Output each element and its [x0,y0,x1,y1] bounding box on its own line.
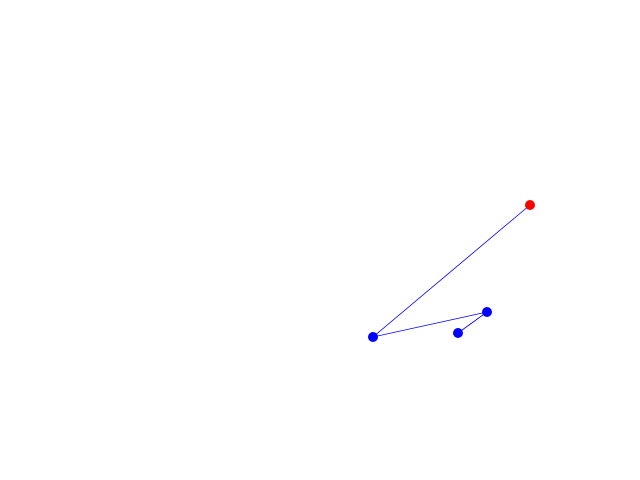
path-line [372,204,531,338]
path-point [368,332,378,342]
path-point [482,307,492,317]
path-point [453,328,463,338]
path-point [525,200,535,210]
